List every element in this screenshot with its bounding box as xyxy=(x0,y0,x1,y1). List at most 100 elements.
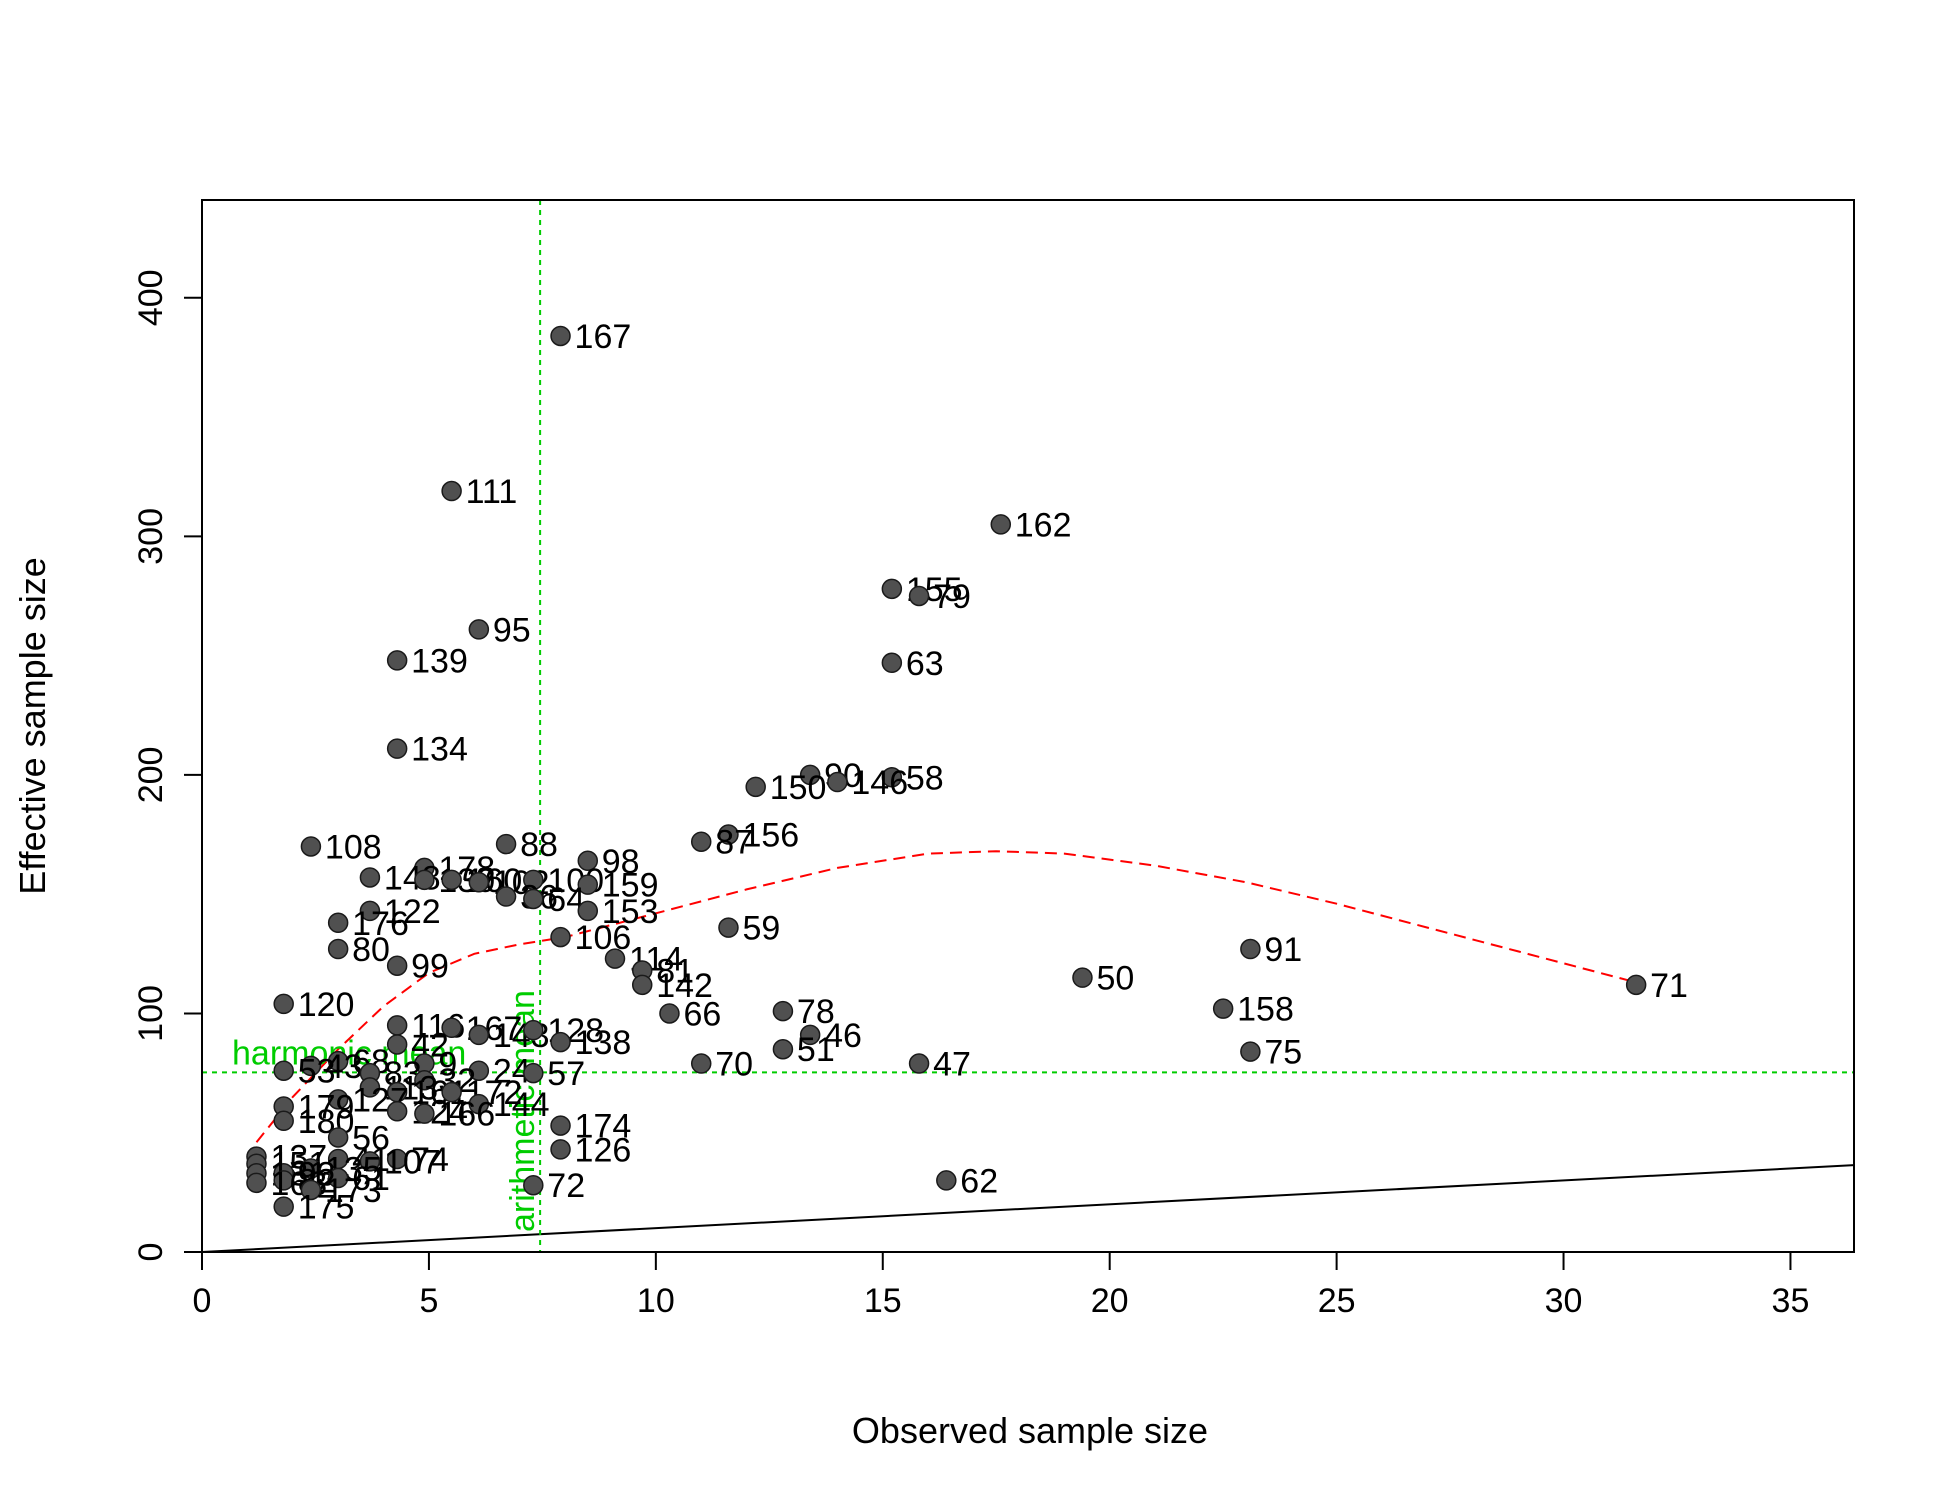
data-point-label: 122 xyxy=(384,893,441,931)
data-point xyxy=(359,867,381,888)
data-point xyxy=(550,1139,571,1160)
data-point xyxy=(386,1148,408,1170)
data-point-label: 50 xyxy=(1096,960,1134,998)
data-point xyxy=(300,1158,322,1179)
y-tick-label: 200 xyxy=(132,747,170,804)
data-point xyxy=(550,1031,571,1053)
data-point-label: 62 xyxy=(960,1162,998,1200)
data-point xyxy=(881,652,903,674)
data-point-label: 51 xyxy=(797,1031,835,1069)
data-point-label: 91 xyxy=(1264,931,1302,969)
data-point xyxy=(908,1053,930,1074)
data-point xyxy=(772,1038,794,1060)
data-point xyxy=(327,938,349,960)
data-point xyxy=(386,650,408,671)
x-tick-label: 35 xyxy=(1772,1282,1810,1320)
data-point-label: 79 xyxy=(933,578,971,616)
data-point-label: 99 xyxy=(411,948,449,986)
data-point-label: 158 xyxy=(1237,991,1294,1029)
data-point-label: 66 xyxy=(683,995,721,1033)
data-point xyxy=(523,888,544,910)
data-point-label: 144 xyxy=(493,1086,550,1124)
data-point xyxy=(386,738,408,759)
data-point-label: 111 xyxy=(466,473,518,511)
data-point xyxy=(799,764,821,786)
data-point-label: 146 xyxy=(851,764,908,802)
data-point xyxy=(718,917,739,938)
data-point-label: 166 xyxy=(438,1096,495,1134)
data-point-label: 108 xyxy=(325,828,382,866)
data-point xyxy=(300,1179,322,1201)
data-point-label: 126 xyxy=(575,1131,632,1169)
data-point xyxy=(550,926,571,948)
data-point xyxy=(495,886,517,907)
data-point-label: 57 xyxy=(547,1055,585,1093)
y-axis: 0 100 200 300 400 xyxy=(132,269,203,1261)
data-point-label: 78 xyxy=(797,993,835,1031)
data-point xyxy=(327,1127,349,1148)
data-point xyxy=(1240,1041,1261,1062)
data-point xyxy=(718,824,739,845)
data-point xyxy=(1072,967,1093,988)
smooth-curve xyxy=(255,850,1637,1143)
x-tick-label: 30 xyxy=(1545,1282,1583,1320)
data-point xyxy=(577,900,599,922)
data-point-label: 120 xyxy=(298,986,355,1024)
data-point-label: 134 xyxy=(411,731,468,769)
data-point xyxy=(1625,974,1647,996)
data-point-label: 107 xyxy=(384,1143,441,1181)
y-tick-label: 300 xyxy=(132,508,170,565)
data-point-label: 59 xyxy=(742,910,780,948)
data-point xyxy=(468,1024,490,1046)
data-point xyxy=(327,1167,349,1189)
data-point xyxy=(1212,998,1234,1019)
data-point xyxy=(550,325,571,347)
data-point xyxy=(327,1050,349,1072)
x-tick-label: 20 xyxy=(1091,1282,1129,1320)
x-tick-label: 15 xyxy=(864,1282,902,1320)
data-point xyxy=(414,1103,435,1124)
data-point xyxy=(468,1093,490,1115)
data-point xyxy=(881,578,903,600)
data-point-label: 56 xyxy=(352,1119,390,1157)
data-point xyxy=(908,585,930,607)
data-point xyxy=(881,767,903,788)
data-point-label: 88 xyxy=(520,826,558,864)
data-point-label: 63 xyxy=(906,645,944,683)
data-point xyxy=(414,1069,435,1091)
data-point xyxy=(523,1019,544,1041)
identity-line xyxy=(202,1164,1854,1252)
data-point-label: 153 xyxy=(602,893,659,931)
data-point-label: 106 xyxy=(575,919,632,957)
data-point-label: 142 xyxy=(656,967,713,1005)
data-point xyxy=(359,1151,381,1172)
data-point xyxy=(386,1101,408,1122)
y-tick-label: 100 xyxy=(132,985,170,1042)
data-point-label: 159 xyxy=(602,867,659,905)
data-point xyxy=(359,900,381,922)
data-point-label: 173 xyxy=(325,1172,382,1210)
data-point xyxy=(577,874,599,895)
data-point xyxy=(468,1060,490,1081)
data-point-label: 61 xyxy=(352,1160,390,1198)
data-point xyxy=(300,836,322,857)
data-point xyxy=(441,1017,462,1039)
data-point xyxy=(300,1055,322,1077)
data-point-label: 95 xyxy=(493,611,531,649)
data-point xyxy=(631,974,653,996)
data-point-label: 46 xyxy=(824,1017,862,1055)
data-point xyxy=(441,869,462,891)
data-point xyxy=(386,1015,408,1036)
data-point xyxy=(604,948,626,969)
data-point xyxy=(523,1062,544,1084)
x-tick-label: 5 xyxy=(419,1282,438,1320)
data-point xyxy=(495,833,517,855)
data-point-label: 150 xyxy=(770,769,827,807)
data-point xyxy=(273,1170,294,1191)
data-point-label: 179 xyxy=(298,1088,355,1126)
data-point xyxy=(523,1174,544,1196)
data-point-label: 98 xyxy=(602,843,640,881)
data-point xyxy=(772,1000,794,1022)
